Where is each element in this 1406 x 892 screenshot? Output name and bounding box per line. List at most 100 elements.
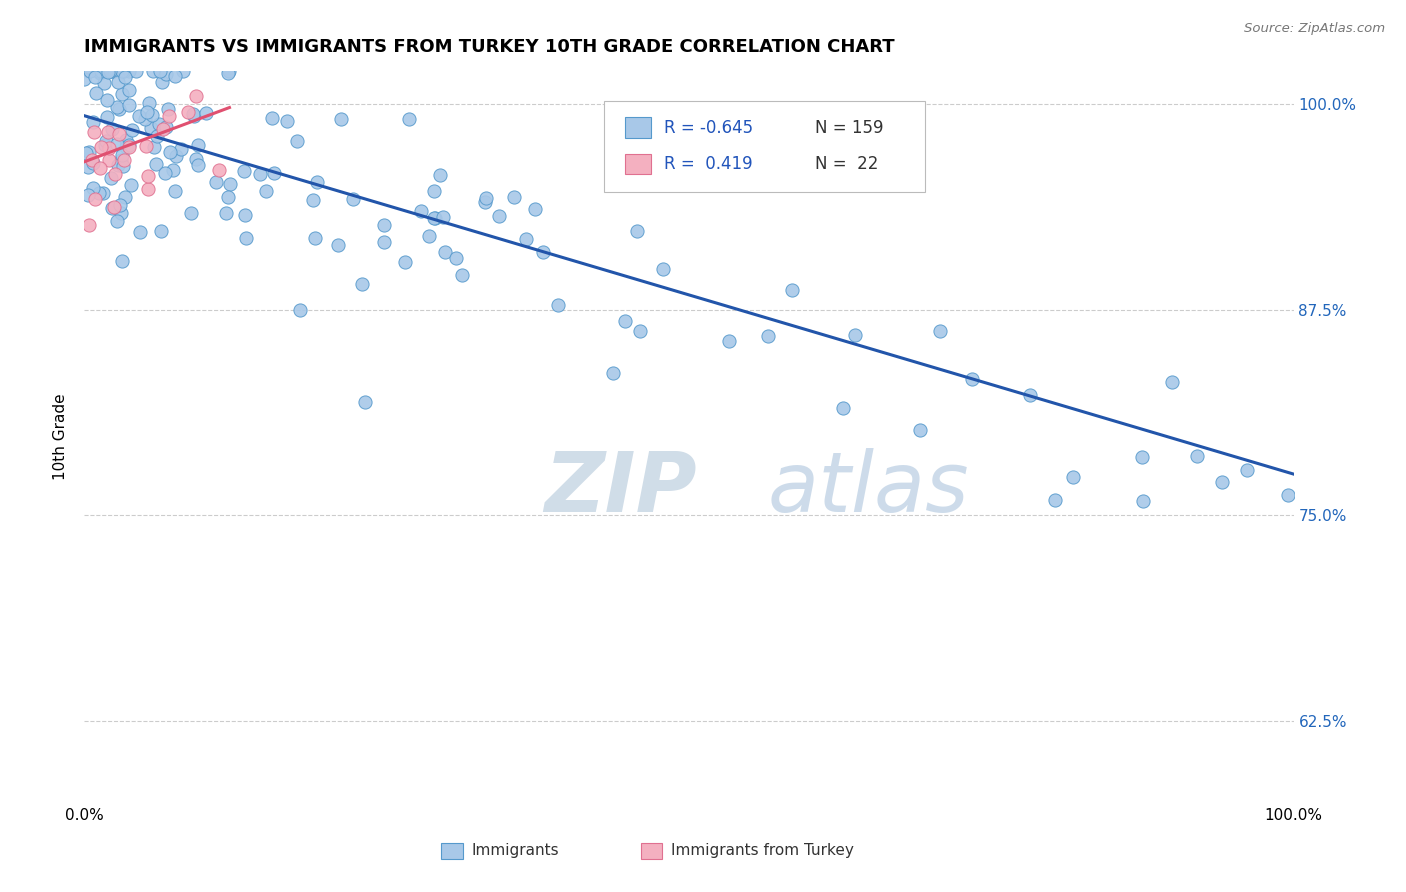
- Point: [628, 324, 651, 338]
- Point: [146, 128, 169, 143]
- Point: [233, 164, 256, 178]
- FancyBboxPatch shape: [441, 843, 463, 859]
- Point: [172, 64, 194, 78]
- Point: [165, 184, 187, 198]
- Point: [141, 120, 163, 135]
- Point: [73, 72, 96, 87]
- Point: [118, 140, 141, 154]
- Point: [524, 202, 547, 216]
- Point: [235, 231, 257, 245]
- Point: [398, 112, 420, 127]
- Y-axis label: 10th Grade: 10th Grade: [53, 393, 69, 481]
- Point: [1043, 492, 1066, 507]
- Point: [717, 334, 740, 348]
- Point: [82, 153, 104, 167]
- Point: [780, 283, 803, 297]
- Point: [1019, 388, 1042, 402]
- Point: [157, 102, 180, 116]
- Point: [218, 177, 240, 191]
- Point: [288, 303, 311, 318]
- Point: [107, 158, 129, 172]
- Point: [515, 232, 537, 246]
- Point: [263, 166, 285, 180]
- Point: [626, 224, 648, 238]
- Point: [159, 145, 181, 160]
- Point: [354, 395, 377, 409]
- Point: [101, 64, 124, 78]
- Point: [96, 94, 118, 108]
- Point: [75, 145, 97, 160]
- Text: N = 159: N = 159: [814, 119, 883, 136]
- Point: [432, 210, 454, 224]
- Point: [169, 142, 191, 156]
- Point: [418, 229, 440, 244]
- Point: [152, 122, 174, 136]
- Point: [111, 87, 134, 101]
- Point: [1132, 450, 1154, 464]
- Point: [93, 76, 115, 90]
- Point: [138, 96, 160, 111]
- Point: [177, 105, 200, 120]
- Point: [1211, 475, 1233, 489]
- Point: [262, 112, 284, 126]
- Point: [84, 70, 107, 84]
- Point: [217, 65, 239, 79]
- Point: [118, 98, 141, 112]
- Point: [125, 64, 148, 78]
- Point: [301, 193, 323, 207]
- Point: [105, 100, 128, 114]
- Point: [82, 115, 104, 129]
- Point: [108, 127, 131, 141]
- Point: [148, 64, 170, 78]
- Point: [86, 86, 108, 100]
- Point: [108, 102, 131, 116]
- Point: [373, 235, 395, 250]
- Point: [112, 64, 135, 78]
- Point: [94, 137, 117, 152]
- Point: [180, 206, 202, 220]
- Point: [103, 200, 125, 214]
- Text: R =  0.419: R = 0.419: [664, 155, 752, 173]
- Point: [249, 167, 271, 181]
- Point: [100, 171, 122, 186]
- Point: [97, 153, 120, 167]
- Point: [136, 182, 159, 196]
- Point: [111, 159, 134, 173]
- Point: [434, 244, 457, 259]
- Point: [91, 186, 114, 201]
- Point: [82, 181, 104, 195]
- Point: [76, 187, 98, 202]
- Point: [90, 64, 112, 78]
- Point: [205, 175, 228, 189]
- Point: [118, 138, 141, 153]
- Point: [96, 64, 118, 78]
- Point: [82, 155, 104, 169]
- Point: [115, 133, 138, 147]
- Point: [94, 134, 117, 148]
- Point: [285, 134, 308, 148]
- Point: [215, 206, 238, 220]
- Text: Source: ZipAtlas.com: Source: ZipAtlas.com: [1244, 22, 1385, 36]
- Point: [110, 198, 132, 212]
- Point: [960, 372, 983, 386]
- Point: [77, 161, 100, 175]
- Point: [195, 105, 218, 120]
- Point: [128, 225, 150, 239]
- Point: [330, 112, 353, 126]
- Point: [451, 268, 474, 282]
- Text: ZIP: ZIP: [544, 448, 696, 529]
- Point: [503, 189, 526, 203]
- Point: [254, 184, 277, 198]
- Point: [423, 211, 446, 226]
- Point: [908, 423, 931, 437]
- Point: [105, 214, 128, 228]
- Point: [184, 89, 207, 103]
- FancyBboxPatch shape: [624, 154, 651, 175]
- Point: [114, 70, 136, 84]
- Point: [111, 148, 134, 162]
- Point: [97, 125, 120, 139]
- Point: [104, 167, 127, 181]
- Point: [110, 153, 132, 168]
- Point: [276, 114, 298, 128]
- Point: [77, 218, 100, 232]
